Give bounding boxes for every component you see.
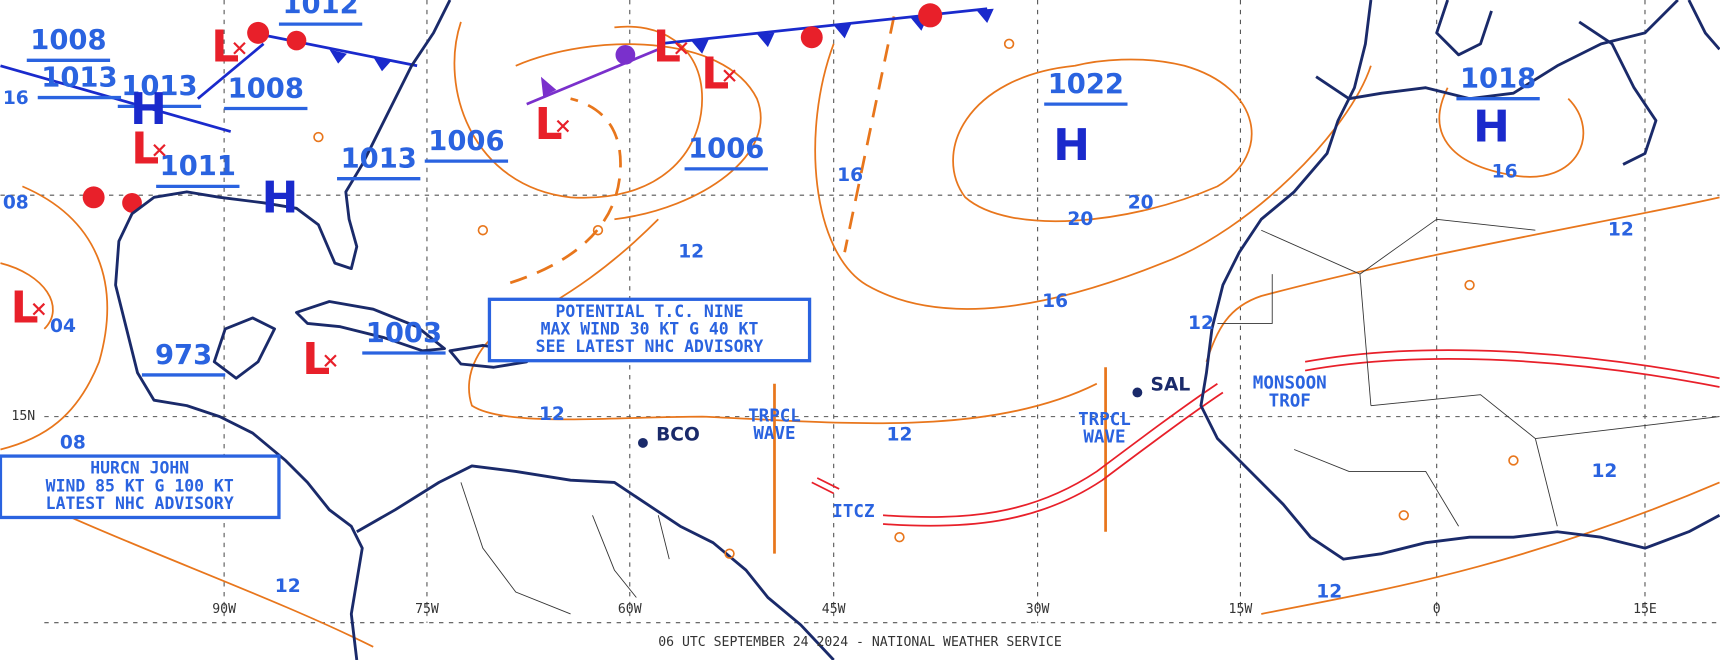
station-label: BCO: [656, 425, 700, 446]
tropical-waves: [773, 367, 1107, 554]
longitude-label: 75W: [415, 602, 439, 617]
feature-label: MONSOON TROF: [1253, 374, 1327, 412]
borders: [460, 218, 1720, 615]
low-center: L: [211, 21, 239, 72]
isobar-label: 16: [837, 165, 863, 186]
isobar-label: 20: [1128, 192, 1154, 213]
low-center: L: [701, 49, 729, 100]
troughs: [509, 16, 896, 285]
advisory-text: HURCN JOHN: [90, 459, 189, 478]
station-plots: [313, 38, 1519, 559]
isobar-label: 20: [1067, 209, 1093, 230]
advisory-text: SEE LATEST NHC ADVISORY: [536, 337, 764, 356]
feature-label: TRPCL WAVE: [1078, 410, 1131, 448]
station-label: SAL: [1151, 374, 1191, 395]
isobar-label: 12: [1591, 461, 1617, 482]
advisory-text: WIND 85 KT G 100 KT: [46, 476, 234, 495]
high-center: H: [1473, 101, 1510, 152]
pressure-label: 1006: [428, 126, 504, 157]
low-mark: [556, 119, 570, 133]
feature-label: ITCZ: [832, 502, 874, 522]
low-center: L: [131, 123, 159, 174]
low-mark: [153, 143, 166, 157]
isobar-label: 12: [678, 242, 704, 263]
pressure-label: 1008: [30, 25, 106, 56]
low-center: L: [653, 21, 681, 72]
isobar-label: 08: [3, 192, 29, 213]
low-mark: [675, 41, 688, 55]
low-mark: [723, 69, 736, 82]
advisory-text: POTENTIAL T.C. NINE: [555, 302, 743, 321]
pressure-label: 1008: [228, 73, 304, 104]
advisory-box: [0, 454, 281, 520]
advisory-text: LATEST NHC ADVISORY: [46, 494, 234, 513]
isobar-label: 12: [1608, 220, 1634, 241]
pressure-label: 973: [155, 340, 212, 371]
low-mark: [324, 354, 337, 367]
longitude-label: 0: [1433, 602, 1441, 617]
feature-label: TRPCL WAVE: [748, 407, 801, 445]
pressure-label: 1018: [1460, 64, 1536, 95]
longitude-label: 90W: [212, 602, 236, 617]
low-center: L: [302, 334, 330, 385]
low-center: L: [11, 282, 39, 333]
longitude-label: 15W: [1229, 602, 1253, 617]
isobar-label: 12: [1188, 313, 1214, 334]
isobar-label: 12: [539, 404, 565, 425]
pressure-label: 1012: [282, 0, 358, 20]
longitude-label: 45W: [822, 602, 846, 617]
isobar-label: 16: [3, 88, 29, 109]
isobars: [0, 21, 1720, 648]
low-center: L: [535, 99, 563, 150]
fronts: [0, 3, 994, 213]
itcz: [811, 349, 1720, 527]
footer: 06 UTC SEPTEMBER 24 2024 - NATIONAL WEAT…: [658, 635, 1062, 650]
latitude-label: 15N: [11, 409, 35, 424]
high-center: H: [130, 84, 167, 135]
isobar-label: 08: [60, 432, 86, 453]
isobar-label: 16: [1492, 162, 1518, 183]
advisory-text: MAX WIND 30 KT G 40 KT: [541, 320, 759, 339]
low-mark: [32, 302, 46, 316]
isobar-label: 12: [887, 425, 913, 446]
longitude-label: 60W: [618, 602, 642, 617]
pressure-label: 1006: [688, 134, 764, 165]
pressure-label: 1022: [1048, 69, 1124, 100]
high-center: H: [1053, 120, 1090, 171]
isobar-label: 12: [275, 576, 301, 597]
pressure-label: 1013: [41, 62, 117, 93]
isobar-label: 04: [50, 316, 76, 337]
pressure-label: 1013: [121, 71, 197, 102]
pressure-label: 1003: [366, 318, 442, 349]
pressure-label: 1011: [160, 151, 236, 182]
high-center: H: [262, 173, 299, 224]
pressure-label: 1013: [341, 144, 417, 175]
low-mark: [233, 41, 246, 55]
isobar-label: 16: [1042, 291, 1068, 312]
longitude-label: 15E: [1633, 602, 1657, 617]
longitude-label: 30W: [1026, 602, 1050, 617]
coastlines: [114, 0, 1720, 660]
advisory-box: [487, 297, 812, 363]
isobar-label: 12: [1316, 582, 1342, 603]
